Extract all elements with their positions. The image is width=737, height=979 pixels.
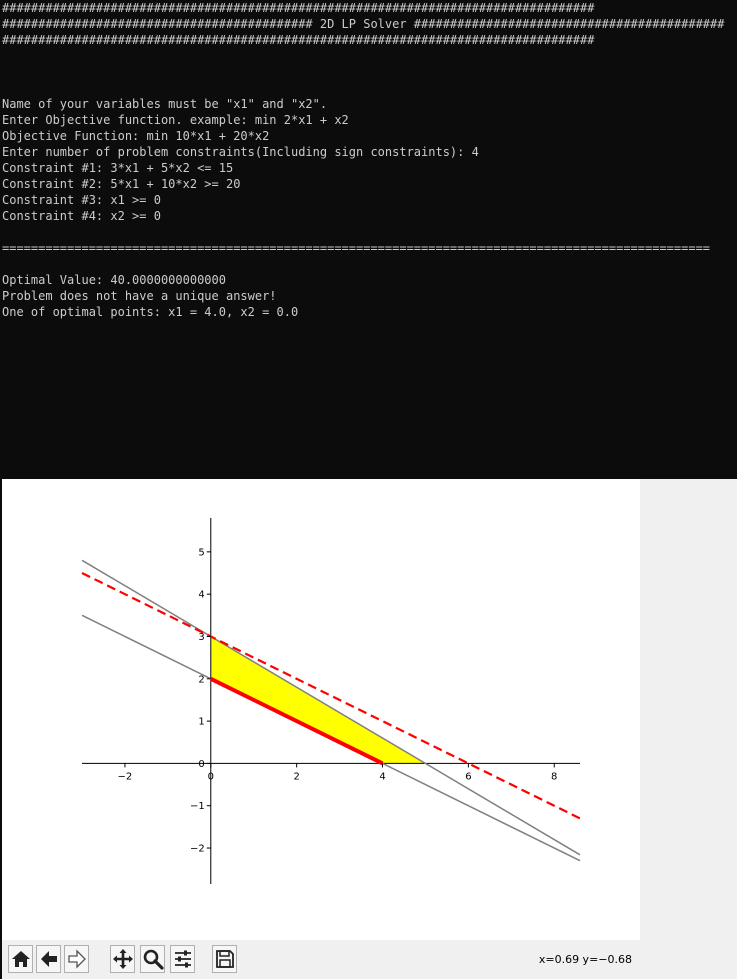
x-tick-label: 2 (293, 771, 299, 782)
console-line: Constraint #2: 5*x1 + 10*x2 >= 20 (2, 177, 241, 191)
y-tick-label: 3 (198, 632, 204, 643)
console-line: Constraint #3: x1 >= 0 (2, 193, 161, 207)
home-icon (11, 951, 30, 967)
sliders-icon (174, 950, 191, 968)
x-tick-label: 0 (208, 771, 214, 782)
move-icon (112, 949, 133, 969)
x-tick-label: 4 (379, 771, 385, 782)
y-tick-label: −2 (190, 844, 205, 855)
console-line: ########################################… (2, 1, 595, 15)
y-tick-label: 2 (198, 674, 204, 685)
x-tick-label: 6 (465, 771, 471, 782)
home-button[interactable] (8, 945, 33, 973)
console-line: Enter number of problem constraints(Incl… (2, 145, 479, 159)
console-line: Optimal Value: 40.0000000000000 (2, 273, 226, 287)
series-line-0 (81, 559, 581, 856)
series-line-3 (209, 676, 384, 766)
console-line: Problem does not have a unique answer! (2, 289, 277, 303)
y-tick-label: 5 (198, 547, 204, 558)
console-line: One of optimal points: x1 = 4.0, x2 = 0.… (2, 305, 299, 319)
back-button[interactable] (36, 945, 61, 973)
configure-button[interactable] (170, 945, 195, 973)
cursor-coordinates: x=0.69 y=−0.68 (538, 953, 632, 966)
console-line: ########################################… (2, 17, 725, 31)
console-line: Constraint #4: x2 >= 0 (2, 209, 161, 223)
console-window[interactable]: ########################################… (0, 0, 737, 479)
plot-canvas[interactable]: −2 0 2 4 6 8 −2 −1 0 1 2 3 4 5 (2, 479, 640, 940)
save-button[interactable] (212, 945, 237, 973)
zoom-button[interactable] (140, 945, 165, 973)
series-line-2 (81, 572, 581, 820)
plot-figure[interactable]: −2 0 2 4 6 8 −2 −1 0 1 2 3 4 5 (2, 479, 640, 940)
y-tick-label: 0 (198, 759, 204, 770)
console-line: Name of your variables must be "x1" and … (2, 97, 328, 111)
x-tick-label: 8 (551, 771, 557, 782)
arrow-right-icon (67, 949, 86, 969)
y-tick-label: −1 (190, 801, 205, 812)
console-line: Objective Function: min 10*x1 + 20*x2 (2, 129, 270, 143)
console-line: Constraint #1: 3*x1 + 5*x2 <= 15 (2, 161, 234, 175)
console-edge (0, 479, 2, 979)
forward-button[interactable] (64, 945, 89, 973)
arrow-left-icon (40, 951, 57, 967)
pan-button[interactable] (110, 945, 135, 973)
magnifier-icon (143, 949, 164, 970)
y-tick-label: 1 (198, 717, 204, 728)
y-tick-label: 4 (198, 590, 204, 601)
floppy-icon (215, 950, 234, 968)
window-background (640, 479, 737, 979)
console-line: Enter Objective function. example: min 2… (2, 113, 349, 127)
x-tick-label: −2 (118, 771, 133, 782)
plot-toolbar: x=0.69 y=−0.68 (2, 940, 640, 979)
console-line: ########################################… (2, 33, 595, 47)
console-line: ========================================… (2, 241, 711, 255)
